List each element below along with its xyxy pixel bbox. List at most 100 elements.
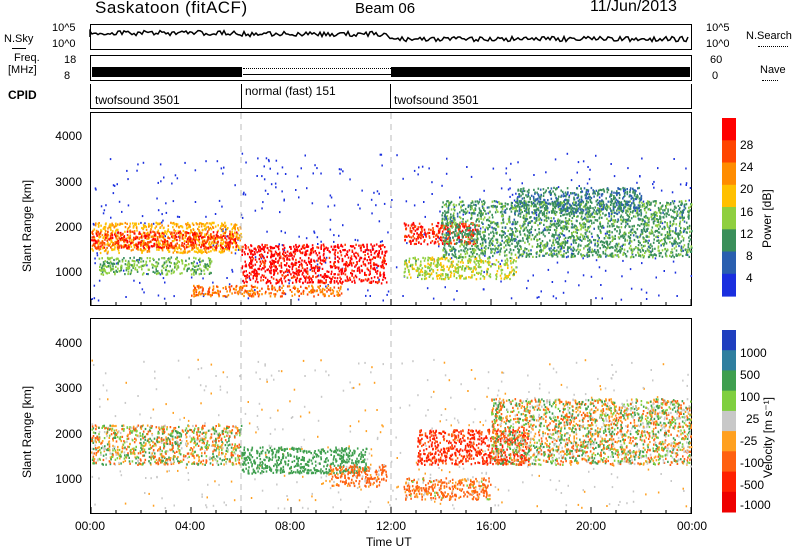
heatmap-cell: [98, 233, 100, 236]
heatmap-cell: [113, 248, 116, 251]
heatmap-cell: [647, 208, 650, 211]
heatmap-cell: [247, 246, 250, 249]
heatmap-cell: [280, 262, 283, 265]
heatmap-cell: [293, 271, 296, 275]
heatmap-cell: [654, 218, 656, 221]
heatmap-cell: [501, 226, 504, 229]
heatmap-cell: [138, 231, 141, 234]
heatmap-cell: [522, 239, 524, 242]
heatmap-cell: [238, 237, 241, 240]
heatmap-cell: [527, 208, 530, 211]
heatmap-cell: [340, 268, 342, 271]
heatmap-cell: [195, 245, 197, 248]
heatmap-cell: [296, 290, 299, 293]
heatmap-cell: [479, 277, 482, 280]
heatmap-cell: [431, 223, 433, 226]
heatmap-cell: [200, 260, 203, 263]
heatmap-cell: [458, 256, 460, 259]
heatmap-cell: [484, 234, 486, 237]
heatmap-cell: [550, 224, 553, 227]
heatmap-cell: [354, 238, 357, 241]
heatmap-cell: [224, 285, 227, 289]
heatmap-cell: [620, 222, 623, 225]
heatmap-cell: [616, 212, 619, 216]
heatmap-cell: [159, 226, 161, 229]
heatmap-cell: [654, 257, 657, 260]
heatmap-cell: [494, 222, 496, 225]
heatmap-cell: [552, 239, 555, 242]
heatmap-cell: [110, 228, 112, 232]
heatmap-cell: [200, 268, 202, 271]
heatmap-cell: [641, 262, 643, 265]
heatmap-cell: [668, 203, 671, 206]
heatmap-cell: [664, 234, 667, 237]
heatmap-cell: [673, 211, 675, 214]
heatmap-cell: [303, 269, 305, 272]
heatmap-cell: [205, 215, 207, 218]
heatmap-cell: [511, 237, 513, 240]
heatmap-cell: [652, 183, 654, 186]
heatmap-cell: [508, 251, 511, 254]
heatmap-cell: [219, 247, 222, 250]
heatmap-cell: [625, 211, 627, 214]
heatmap-cell: [517, 256, 520, 259]
heatmap-cell: [521, 182, 523, 185]
heatmap-cell: [276, 290, 279, 293]
heatmap-cell: [192, 271, 195, 274]
heatmap-cell: [96, 241, 98, 244]
heatmap-cell: [101, 271, 104, 274]
cpid-panel: [90, 84, 692, 109]
heatmap-cell: [304, 253, 306, 256]
heatmap-cell: [296, 175, 299, 178]
heatmap-cell: [178, 244, 181, 247]
heatmap-cell: [486, 273, 488, 276]
heatmap-cell: [245, 247, 247, 250]
heatmap-cell: [293, 285, 296, 288]
heatmap-cell: [565, 219, 567, 223]
heatmap-cell: [454, 234, 456, 238]
heatmap-cell: [333, 248, 335, 251]
heatmap-cell: [129, 235, 132, 238]
heatmap-cell: [614, 237, 616, 240]
heatmap-cell: [121, 238, 123, 241]
heatmap-cell: [534, 228, 537, 232]
heatmap-cell: [563, 238, 566, 241]
heatmap-cell: [276, 279, 279, 282]
heatmap-cell: [196, 262, 198, 265]
heatmap-cell: [252, 274, 255, 278]
heatmap-cell: [447, 200, 449, 203]
heatmap-cell: [360, 257, 363, 260]
heatmap-cell: [209, 222, 212, 225]
heatmap-cell: [198, 225, 200, 228]
heatmap-cell: [155, 265, 157, 269]
heatmap-cell: [275, 257, 277, 260]
heatmap-cell: [241, 265, 244, 268]
heatmap-cell: [495, 222, 498, 225]
heatmap-cell: [319, 257, 321, 260]
heatmap-cell: [270, 250, 273, 253]
heatmap-cell: [555, 202, 557, 205]
heatmap-cell: [313, 270, 316, 273]
heatmap-cell: [97, 222, 99, 226]
heatmap-cell: [632, 234, 635, 237]
heatmap-cell: [253, 274, 256, 277]
heatmap-cell: [368, 258, 371, 261]
heatmap-cell: [117, 223, 119, 226]
heatmap-cell: [192, 233, 194, 237]
heatmap-cell: [353, 276, 355, 279]
heatmap-cell: [553, 228, 556, 232]
heatmap-cell: [444, 286, 446, 289]
heatmap-cell: [374, 250, 377, 253]
heatmap-cell: [159, 163, 162, 166]
heatmap-cell: [582, 257, 584, 260]
heatmap-cell: [506, 259, 509, 262]
heatmap-cell: [462, 256, 465, 259]
heatmap-cell: [418, 166, 420, 169]
heatmap-cell: [193, 295, 195, 298]
heatmap-cell: [672, 254, 674, 257]
heatmap-cell: [492, 204, 495, 207]
heatmap-cell: [435, 237, 437, 241]
heatmap-cell: [105, 248, 107, 251]
heatmap-cell: [643, 202, 645, 206]
heatmap-cell: [260, 276, 262, 279]
